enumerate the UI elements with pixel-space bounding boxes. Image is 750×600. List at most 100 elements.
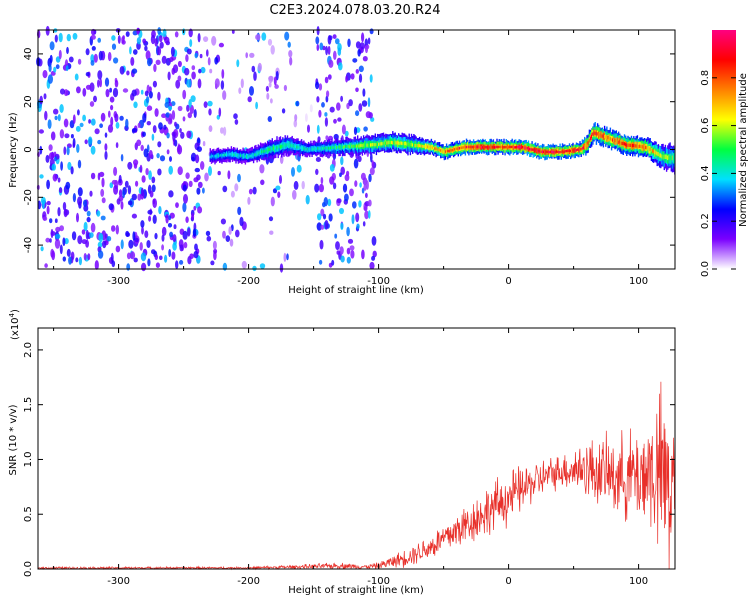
noise-blob [82, 87, 87, 97]
noise-blob [316, 44, 320, 51]
ridge-cell [210, 155, 213, 158]
noise-blob [267, 38, 273, 46]
ridge-cell [430, 145, 433, 149]
ridge-cell [242, 154, 244, 158]
ridge-cell [255, 153, 257, 156]
spectrogram-y-ticks: -40 -20 0 20 40 [23, 48, 675, 253]
ridge-cell [368, 143, 371, 147]
noise-blob [98, 232, 104, 243]
ridge-cell [442, 150, 444, 153]
noise-blob [316, 124, 320, 134]
ridge-cell [606, 135, 608, 139]
ridge-cell [450, 149, 452, 152]
ridge-cell [431, 146, 434, 149]
ridge-cell [417, 144, 420, 148]
noise-blob [83, 253, 87, 261]
ridge-cell [424, 145, 427, 148]
colorbar-tick-label: 0.4 [700, 165, 711, 181]
noise-blob [145, 168, 149, 176]
noise-blob [362, 221, 366, 227]
colorbar-tick-label: 0.6 [700, 118, 711, 134]
noise-blob [38, 129, 45, 134]
noise-blob [93, 53, 98, 63]
noise-blob [146, 121, 151, 126]
noise-blob [350, 73, 355, 80]
ridge-cell [527, 147, 530, 150]
noise-blob [340, 255, 345, 263]
noise-blob [358, 103, 363, 112]
ridge-cell [401, 141, 403, 146]
noise-blob [284, 31, 290, 41]
noise-blob [319, 239, 324, 250]
noise-blob [194, 243, 198, 251]
noise-blob [223, 126, 227, 136]
noise-blob [62, 201, 67, 211]
noise-blob [200, 161, 205, 170]
ridge-cell [657, 152, 660, 157]
ridge-cell [249, 154, 251, 158]
noise-blob [144, 45, 148, 52]
noise-blob [66, 146, 70, 156]
noise-blob [197, 181, 203, 189]
ridge-cell [353, 144, 355, 148]
ridge-cell [453, 148, 455, 152]
noise-blob [197, 206, 203, 214]
ridge-cell [252, 154, 255, 157]
noise-blob [358, 73, 363, 83]
noise-blob [57, 114, 61, 122]
ridge-cell [314, 147, 317, 151]
ridge-cell [629, 143, 631, 147]
ridge-cell [278, 144, 280, 149]
noise-blob [151, 133, 155, 141]
spectrogram-y-tick-label: -20 [23, 189, 34, 205]
noise-blob [126, 70, 130, 76]
noise-blob [72, 114, 76, 124]
ridge-cell [543, 150, 545, 154]
noise-blob [107, 51, 112, 62]
noise-blob [182, 202, 187, 213]
noise-blob [274, 84, 279, 89]
noise-blob [100, 215, 106, 221]
noise-blob [109, 87, 112, 93]
ridge-cell [500, 145, 503, 149]
noise-blob [175, 202, 179, 209]
noise-blob [104, 150, 108, 160]
noise-blob [50, 131, 56, 141]
ridge-cell [562, 150, 565, 154]
noise-blob [175, 260, 179, 269]
noise-blob [137, 122, 141, 129]
noise-blob [171, 110, 176, 120]
noise-blob [185, 216, 189, 223]
noise-blob [72, 193, 76, 203]
ridge-cell [437, 148, 440, 152]
ridge-cell [383, 141, 386, 145]
noise-blob [148, 150, 153, 159]
noise-blob [355, 69, 359, 74]
ridge-cell [505, 145, 507, 149]
ridge-cell [462, 146, 464, 149]
spectrogram-x-tick-label: -100 [367, 276, 390, 287]
noise-blob [75, 257, 79, 263]
noise-blob [233, 113, 238, 120]
ridge-cell [621, 141, 623, 146]
noise-blob [329, 176, 335, 185]
noise-blob [315, 168, 319, 175]
ridge-cell [396, 141, 399, 145]
noise-blob [198, 68, 202, 74]
noise-blob [327, 35, 332, 45]
ridge-cell [502, 145, 504, 149]
noise-blob [105, 88, 110, 98]
noise-blob [104, 143, 108, 151]
noise-blob [174, 31, 179, 38]
noise-blob [86, 210, 91, 217]
ridge-cell [400, 141, 402, 145]
snr-y-tick-label: 1.0 [23, 452, 34, 468]
noise-blob [65, 181, 71, 190]
noise-blob [146, 96, 150, 104]
noise-blob [158, 122, 163, 130]
ridge-cell [438, 148, 441, 152]
ridge-cell [351, 144, 353, 148]
noise-blob [202, 141, 206, 147]
noise-blob [329, 164, 335, 172]
ridge-cell [567, 149, 569, 153]
